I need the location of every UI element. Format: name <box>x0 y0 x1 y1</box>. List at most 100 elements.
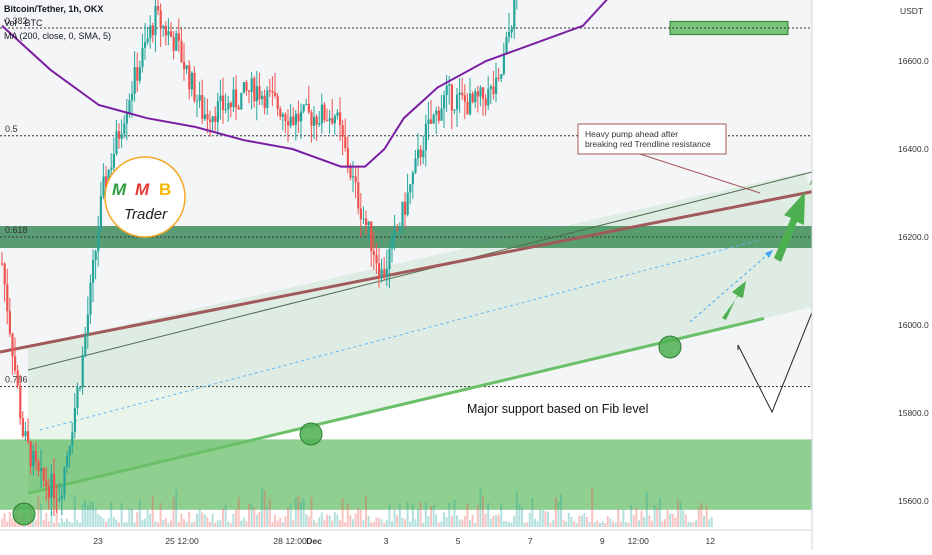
candle-body <box>37 461 40 471</box>
candle-body <box>240 92 243 110</box>
volume-bar <box>448 503 451 527</box>
candle-body <box>495 77 498 94</box>
volume-bar <box>567 512 570 527</box>
volume-bar <box>157 522 159 527</box>
candle-body <box>146 38 149 43</box>
candle-body <box>313 116 316 126</box>
volume-bar <box>471 515 474 527</box>
volume-bar <box>453 499 456 527</box>
volume-bar <box>417 508 419 527</box>
volume-bar <box>79 522 81 527</box>
volume-bar <box>40 503 42 527</box>
candle-body <box>66 455 69 468</box>
channel-midline <box>39 239 761 431</box>
volume-bar <box>125 522 128 527</box>
volume-bar <box>349 515 352 527</box>
volume-bar <box>437 522 440 527</box>
callout-text-line: breaking red Trendline resistance <box>585 139 711 149</box>
volume-bar <box>50 511 53 527</box>
volume-bar <box>521 507 523 527</box>
volume-bar <box>271 521 274 527</box>
volume-bar <box>588 521 591 527</box>
candle-body <box>404 201 407 215</box>
candle-body <box>128 100 131 114</box>
volume-bar <box>445 517 448 527</box>
candle-body <box>333 115 336 124</box>
volume-bar <box>700 502 703 527</box>
candle-body <box>450 84 453 111</box>
x-tick-label: 12:00 <box>285 536 307 546</box>
candle-body <box>487 88 490 106</box>
volume-bar <box>149 513 152 527</box>
volume-bar <box>354 513 357 527</box>
symbol-title: Bitcoin/Tether, 1h, OKX <box>4 4 104 14</box>
volume-bar <box>671 513 674 527</box>
candle-body <box>489 86 492 89</box>
candle-body <box>219 95 222 102</box>
candle-body <box>11 333 14 357</box>
volume-bar <box>266 507 269 527</box>
volume-bar <box>302 498 305 527</box>
candle-body <box>19 385 22 419</box>
candle-body <box>32 450 35 467</box>
volume-bar <box>489 518 492 527</box>
volume-bar <box>37 496 40 527</box>
zone-support-base <box>0 439 812 510</box>
volume-bar <box>34 520 37 527</box>
volume-bar <box>292 519 295 527</box>
candle-body <box>448 84 451 86</box>
candle-body <box>284 114 287 122</box>
volume-bar <box>625 522 627 527</box>
candle-body <box>300 111 303 122</box>
volume-bar <box>190 522 193 527</box>
volume-bar <box>679 501 682 527</box>
y-tick-label: 16200.0 <box>898 232 929 242</box>
volume-bar <box>690 522 692 527</box>
volume-bar <box>320 512 323 527</box>
volume-bar <box>123 522 126 527</box>
volume-bar <box>253 507 256 527</box>
volume-bar <box>619 521 622 527</box>
candle-body <box>292 116 295 125</box>
volume-bar <box>172 497 175 527</box>
candle-body <box>232 89 235 108</box>
volume-bar <box>219 520 222 527</box>
candle-body <box>305 104 308 106</box>
candle-body <box>471 93 474 103</box>
volume-bar <box>138 500 141 527</box>
candle-body <box>110 167 113 170</box>
y-tick-label: 16400.0 <box>898 144 929 154</box>
volume-bar <box>674 517 677 527</box>
candle-body <box>196 100 199 102</box>
volume-bar <box>289 503 292 527</box>
volume-bar <box>180 513 183 527</box>
candle-body <box>60 495 63 499</box>
candle-body <box>27 431 30 442</box>
volume-bar <box>474 522 477 527</box>
volume-bar <box>544 511 547 527</box>
volume-bar <box>593 522 596 527</box>
volume-bar <box>383 522 386 527</box>
volume-bar <box>614 522 617 527</box>
volume-bar <box>492 515 495 527</box>
candle-body <box>401 201 404 227</box>
candle-body <box>328 118 331 121</box>
volume-bar <box>497 514 500 527</box>
volume-bar <box>539 509 542 527</box>
candle-body <box>287 121 290 126</box>
volume-bar <box>554 497 557 527</box>
volume-bar <box>578 515 581 527</box>
candle-body <box>92 260 95 283</box>
volume-bar <box>596 520 599 527</box>
volume-bar <box>274 514 276 527</box>
candle-body <box>482 87 485 99</box>
candle-body <box>469 93 472 115</box>
candle-body <box>339 112 342 126</box>
volume-bar <box>255 514 258 527</box>
volume-bar <box>144 518 146 527</box>
candle-body <box>227 102 230 110</box>
candle-body <box>71 432 74 446</box>
volume-bar <box>638 520 640 527</box>
candle-body <box>170 31 173 38</box>
